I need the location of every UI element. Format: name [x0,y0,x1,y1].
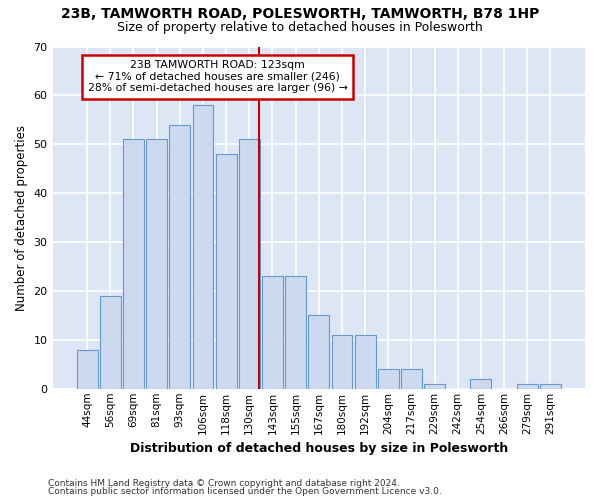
Bar [146,140,167,389]
Bar [100,296,121,389]
Bar [378,369,398,389]
Bar [216,154,236,389]
Text: Contains public sector information licensed under the Open Government Licence v3: Contains public sector information licen… [48,487,442,496]
Y-axis label: Number of detached properties: Number of detached properties [15,124,28,310]
Text: Size of property relative to detached houses in Polesworth: Size of property relative to detached ho… [117,21,483,34]
Bar [401,369,422,389]
Bar [332,335,352,389]
Bar [77,350,98,389]
Bar [424,384,445,389]
Text: 23B, TAMWORTH ROAD, POLESWORTH, TAMWORTH, B78 1HP: 23B, TAMWORTH ROAD, POLESWORTH, TAMWORTH… [61,8,539,22]
Bar [517,384,538,389]
Text: Contains HM Land Registry data © Crown copyright and database right 2024.: Contains HM Land Registry data © Crown c… [48,478,400,488]
Bar [123,140,144,389]
Bar [239,140,260,389]
Text: 23B TAMWORTH ROAD: 123sqm
← 71% of detached houses are smaller (246)
28% of semi: 23B TAMWORTH ROAD: 123sqm ← 71% of detac… [88,60,347,94]
Bar [262,276,283,389]
Bar [540,384,561,389]
Bar [285,276,306,389]
Bar [470,379,491,389]
Bar [169,124,190,389]
Bar [355,335,376,389]
X-axis label: Distribution of detached houses by size in Polesworth: Distribution of detached houses by size … [130,442,508,455]
Bar [193,105,214,389]
Bar [308,316,329,389]
